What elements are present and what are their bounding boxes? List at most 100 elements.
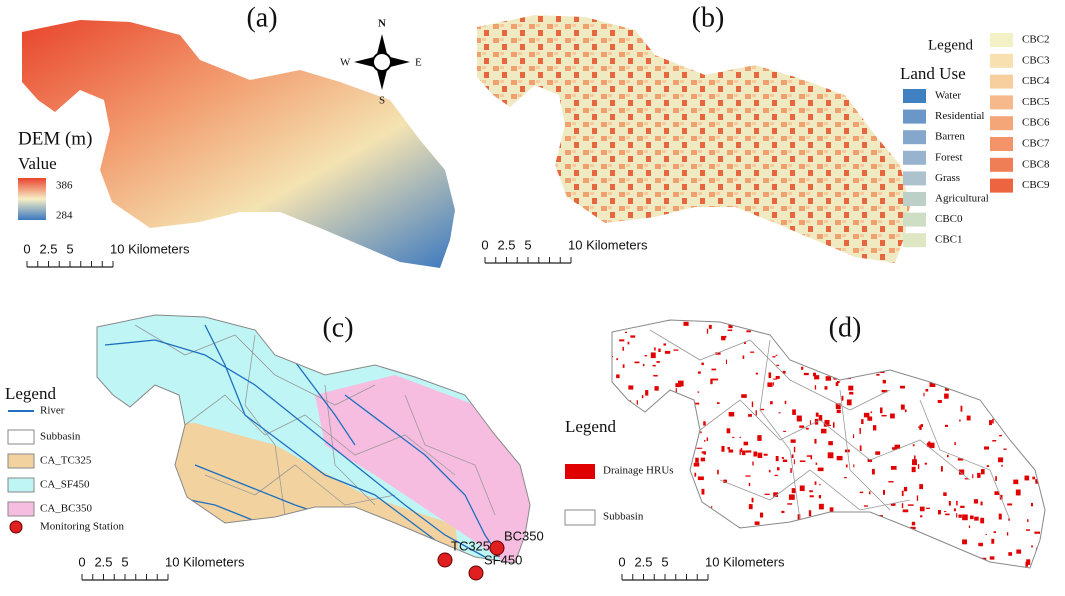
hru-patch	[1043, 488, 1045, 494]
hru-patch	[1032, 330, 1037, 336]
hru-patch	[712, 378, 719, 381]
hru-patch	[634, 361, 640, 364]
hru-patch	[781, 457, 785, 459]
legend-swatch	[903, 130, 926, 145]
hru-patch	[668, 530, 673, 535]
hru-patch	[711, 572, 713, 573]
legend-swatch	[990, 95, 1013, 110]
hru-patch	[919, 324, 921, 330]
hru-patch	[1007, 503, 1013, 506]
hru-patch	[836, 362, 840, 367]
hru-patch	[1040, 406, 1045, 413]
hru-patch	[820, 331, 823, 334]
hru-patch	[829, 364, 832, 371]
hru-patch	[868, 557, 871, 561]
hru-patch	[881, 342, 887, 347]
hru-patch	[721, 335, 726, 341]
hru-patch	[938, 509, 941, 515]
hru-patch	[891, 302, 892, 304]
hru-patch	[826, 562, 833, 564]
hru-patch	[606, 457, 609, 461]
hru-patch	[728, 449, 734, 453]
hru-patch	[696, 447, 703, 449]
hru-patch	[630, 335, 636, 338]
hru-patch	[601, 541, 604, 546]
hru-patch	[685, 510, 688, 512]
hru-patch	[898, 301, 900, 305]
hru-patch	[1040, 301, 1041, 305]
hru-patch	[697, 476, 704, 481]
hru-patch	[875, 547, 881, 551]
hru-patch	[994, 491, 1000, 495]
panel-label: (a)	[246, 2, 277, 33]
hru-patch	[748, 414, 752, 417]
hru-patch	[1013, 337, 1017, 342]
hru-patch	[808, 329, 812, 334]
legend-swatch	[9, 520, 23, 534]
hru-patch	[613, 301, 615, 303]
hru-patch	[871, 567, 873, 568]
hru-patch	[1026, 559, 1031, 565]
hru-patch	[792, 409, 796, 415]
hru-patch	[598, 321, 599, 327]
legend-label: CBC3	[1022, 54, 1050, 66]
legend-swatch	[7, 429, 35, 445]
hru-patch	[992, 440, 997, 442]
hru-patch	[846, 399, 852, 406]
hru-patch	[759, 512, 764, 518]
hru-patch	[886, 590, 888, 594]
hru-patch	[968, 525, 971, 529]
hru-patch	[728, 323, 733, 329]
hru-patch	[973, 499, 979, 504]
hru-patch	[719, 313, 724, 316]
hru-patch	[926, 442, 930, 447]
hru-patch	[984, 383, 986, 390]
hru-patch	[695, 457, 699, 463]
hru-patch	[1024, 475, 1030, 481]
hru-patch	[851, 582, 856, 585]
legend-swatch	[7, 477, 35, 493]
hru-patch	[866, 573, 868, 578]
hru-patch	[995, 476, 997, 481]
hru-patch	[885, 331, 887, 336]
hru-patch	[900, 385, 906, 389]
hru-patch	[751, 401, 754, 408]
hru-patch	[717, 469, 719, 475]
hru-patch	[716, 576, 721, 578]
hru-patch	[926, 547, 933, 554]
hru-patch	[739, 449, 741, 455]
hru-patch	[625, 331, 627, 334]
hru-patch	[1030, 502, 1033, 507]
hru-patch	[928, 442, 935, 449]
legend-label: Water	[935, 90, 961, 102]
hru-patch	[595, 399, 599, 400]
hru-patch	[871, 321, 877, 327]
legend-swatch	[990, 137, 1013, 151]
hru-patch	[928, 441, 931, 444]
hru-patch	[1025, 393, 1028, 397]
hru-patch	[726, 428, 731, 434]
station	[489, 540, 505, 556]
hru-patch	[638, 453, 644, 455]
hru-patch	[791, 488, 796, 494]
hru-patch	[832, 422, 835, 428]
hru-patch	[733, 536, 738, 541]
hru-patch	[862, 339, 866, 343]
panel-d: (d) Legend Drainage HRUs Subbasin	[564, 301, 1046, 594]
hru-patch	[793, 446, 796, 453]
hru-patch	[833, 574, 834, 577]
hru-patch	[999, 346, 1001, 348]
hru-patch	[781, 510, 785, 513]
hru-patch	[826, 424, 831, 427]
hru-patch	[919, 425, 922, 430]
hru-patch	[875, 451, 881, 455]
hru-patch	[628, 532, 632, 538]
hru-patch	[802, 345, 807, 348]
hru-patch	[694, 472, 697, 477]
hru-patch	[1016, 549, 1022, 554]
hru-patch	[1025, 561, 1028, 567]
hru-patch	[814, 481, 817, 485]
hru-patch	[708, 324, 712, 329]
hru-patch	[654, 503, 657, 510]
station-label: BC350	[504, 528, 544, 543]
